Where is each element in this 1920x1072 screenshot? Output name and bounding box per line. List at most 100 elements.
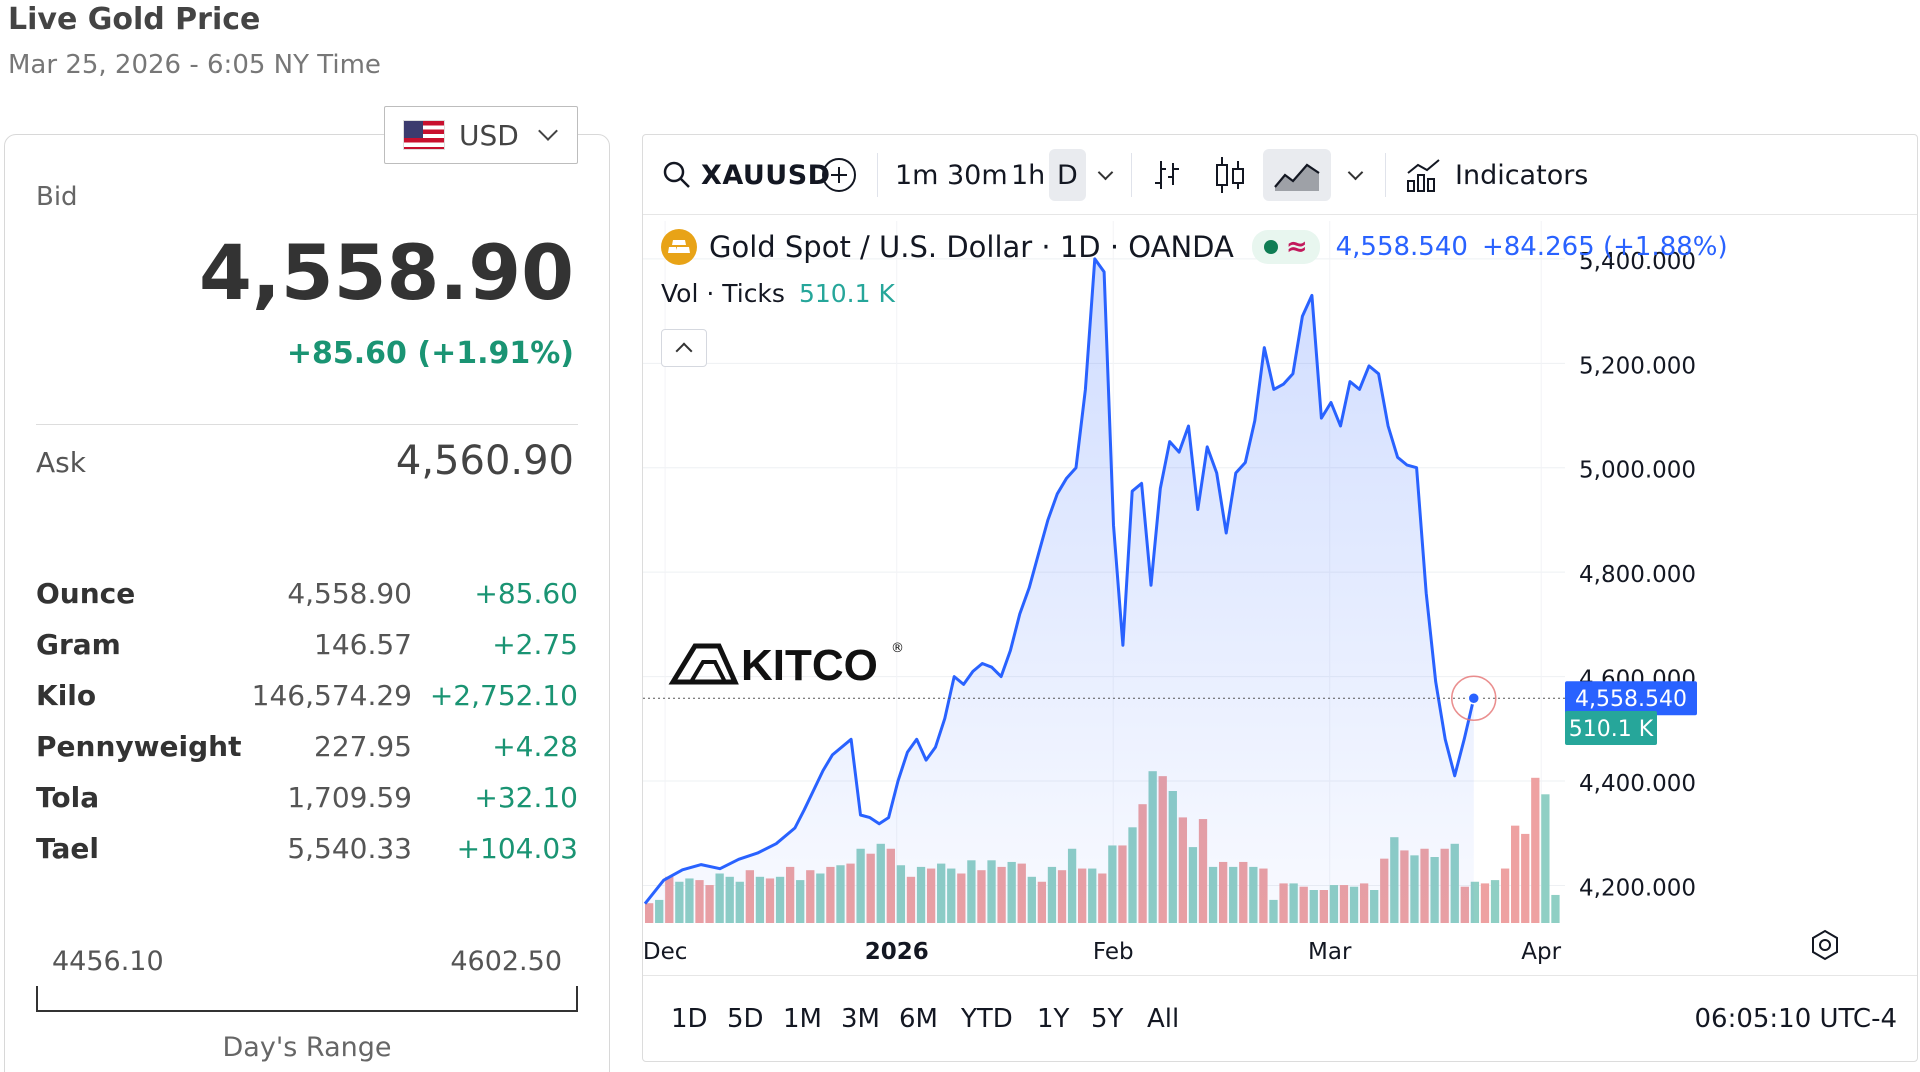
price-area xyxy=(645,258,1474,923)
indicators-icon xyxy=(1407,159,1440,192)
bar-chart-type-button[interactable] xyxy=(1151,149,1183,201)
chart-type-dropdown[interactable] xyxy=(1343,149,1367,201)
unit-value: 5,540.33 xyxy=(287,832,412,865)
range-button-ytd[interactable]: YTD xyxy=(961,1004,1013,1034)
unit-value: 146,574.29 xyxy=(251,679,412,712)
chevron-down-icon xyxy=(1347,164,1363,180)
table-row: Ounce 4,558.90 +85.60 xyxy=(36,568,582,619)
unit-value: 4,558.90 xyxy=(287,577,412,610)
market-open-dot-icon xyxy=(1263,240,1278,254)
area-chart-icon xyxy=(1274,163,1320,191)
last-price-tag xyxy=(1565,681,1697,716)
volume-bar xyxy=(1470,881,1480,923)
gear-center xyxy=(1819,939,1831,951)
chart-settings-icon[interactable] xyxy=(1812,929,1838,961)
unit-value: 1,709.59 xyxy=(287,781,412,814)
kitco-mark xyxy=(689,660,727,684)
toolbar-divider xyxy=(1131,153,1132,197)
range-button-6m[interactable]: 6M xyxy=(899,1004,938,1034)
unit-value: 227.95 xyxy=(314,730,412,763)
volume-label: Vol · Ticks xyxy=(661,279,785,308)
collapse-legend-button[interactable] xyxy=(661,329,707,367)
volume-value: 510.1 K xyxy=(798,279,895,308)
area-chart-type-button[interactable] xyxy=(1263,149,1331,201)
table-row: Gram 146.57 +2.75 xyxy=(36,619,582,670)
chart-bottom-bar: 1D 5D 1M 3M 6M YTD 1Y 5Y All 06:05:10 UT… xyxy=(643,975,1917,1061)
range-button-1m[interactable]: 1M xyxy=(783,1004,822,1034)
us-flag-icon xyxy=(403,120,445,150)
chart-widget: 5,400.000 5,200.000 5,000.000 4,800.000 4,60… xyxy=(642,134,1918,1062)
volume-tag-label: 510.1 K xyxy=(1569,717,1654,742)
table-row: Tola 1,709.59 +32.10 xyxy=(36,772,582,823)
table-row: Pennyweight 227.95 +4.28 xyxy=(36,721,582,772)
unit-name: Ounce xyxy=(36,577,136,610)
price-line xyxy=(643,257,1476,905)
interval-30m[interactable]: 30m xyxy=(947,159,1008,191)
candlestick-icon xyxy=(1216,157,1244,193)
currency-select[interactable]: USD xyxy=(384,106,578,164)
x-tick-label: Dec xyxy=(643,939,687,965)
range-button-1y[interactable]: 1Y xyxy=(1037,1004,1070,1034)
divider xyxy=(36,424,578,425)
gold-bars-icon xyxy=(661,229,697,265)
volume-bar xyxy=(1521,833,1530,923)
x-tick-label: Feb xyxy=(1093,939,1134,965)
interval-dropdown[interactable] xyxy=(1093,149,1117,201)
time-readout: 06:05:10 UTC-4 xyxy=(1694,1004,1897,1034)
volume-bar xyxy=(1480,883,1490,923)
x-tick-label: 2026 xyxy=(865,939,929,965)
indicators-button[interactable]: Indicators xyxy=(1405,149,1588,201)
delayed-data-icon: ≈ xyxy=(1285,232,1308,262)
toolbar-divider xyxy=(877,153,878,197)
table-row: Tael 5,540.33 +104.03 xyxy=(36,823,582,874)
unit-name: Kilo xyxy=(36,679,97,712)
unit-name: Pennyweight xyxy=(36,730,242,763)
unit-change: +104.03 xyxy=(456,832,578,865)
range-button-5y[interactable]: 5Y xyxy=(1091,1004,1124,1034)
chevron-down-icon xyxy=(537,121,558,141)
add-compare-icon xyxy=(822,158,856,192)
last-price-pulse xyxy=(1451,675,1497,721)
table-row: Kilo 146,574.29 +2,752.10 xyxy=(36,670,582,721)
unit-change: +2,752.10 xyxy=(429,679,578,712)
unit-change: +4.28 xyxy=(492,730,578,763)
gear-outline xyxy=(1812,929,1838,961)
candle-chart-type-button[interactable] xyxy=(1213,149,1247,201)
indicators-label: Indicators xyxy=(1455,159,1589,191)
interval-1h[interactable]: 1h xyxy=(1011,159,1046,191)
kitco-mark xyxy=(668,643,739,685)
symbol-label: XAUUSD xyxy=(701,159,831,191)
volume-bar xyxy=(1551,894,1560,923)
y-tick-label: 5,400.000 xyxy=(1579,249,1696,275)
unit-value: 146.57 xyxy=(314,628,412,661)
chevron-down-icon xyxy=(1097,164,1113,180)
page-title: Live Gold Price xyxy=(8,2,261,37)
ask-price: 4,560.90 xyxy=(395,438,574,484)
range-button-1d[interactable]: 1D xyxy=(671,1004,708,1034)
interval-1m[interactable]: 1m xyxy=(895,159,939,191)
unit-price-table: Ounce 4,558.90 +85.60 Gram 146.57 +2.75 … xyxy=(36,568,582,874)
last-price-dot xyxy=(1467,691,1481,705)
unit-name: Gram xyxy=(36,628,121,661)
volume-bar xyxy=(1490,880,1500,923)
price-chart[interactable]: 5,400.0005,200.0005,000.0004,800.0004,60… xyxy=(643,135,1918,975)
range-button-all[interactable]: All xyxy=(1147,1004,1180,1034)
symbol-search[interactable]: XAUUSD xyxy=(661,149,831,201)
days-range-low: 4456.10 xyxy=(52,946,164,977)
days-range-label: Day's Range xyxy=(222,1032,392,1063)
range-button-3m[interactable]: 3M xyxy=(841,1004,880,1034)
compare-button[interactable] xyxy=(819,149,859,201)
volume-bar xyxy=(1541,794,1550,923)
page-datetime: Mar 25, 2026 - 6:05 NY Time xyxy=(8,50,381,80)
interval-d[interactable]: D xyxy=(1049,149,1086,201)
chart-toolbar: XAUUSD 1m 30m 1h D xyxy=(643,135,1917,215)
chart-title: Gold Spot / U.S. Dollar · 1D · OANDA xyxy=(709,230,1234,264)
kitco-logo: KITCO ® xyxy=(668,641,904,690)
unit-change: +85.60 xyxy=(474,577,578,610)
market-status-pill[interactable]: ≈ xyxy=(1251,230,1320,264)
x-tick-label: Apr xyxy=(1521,939,1561,965)
volume-legend: Vol · Ticks 510.1 K xyxy=(661,279,895,308)
range-button-5d[interactable]: 5D xyxy=(727,1004,764,1034)
kitco-wordmark: KITCO xyxy=(741,641,878,690)
unit-name: Tael xyxy=(36,832,99,865)
